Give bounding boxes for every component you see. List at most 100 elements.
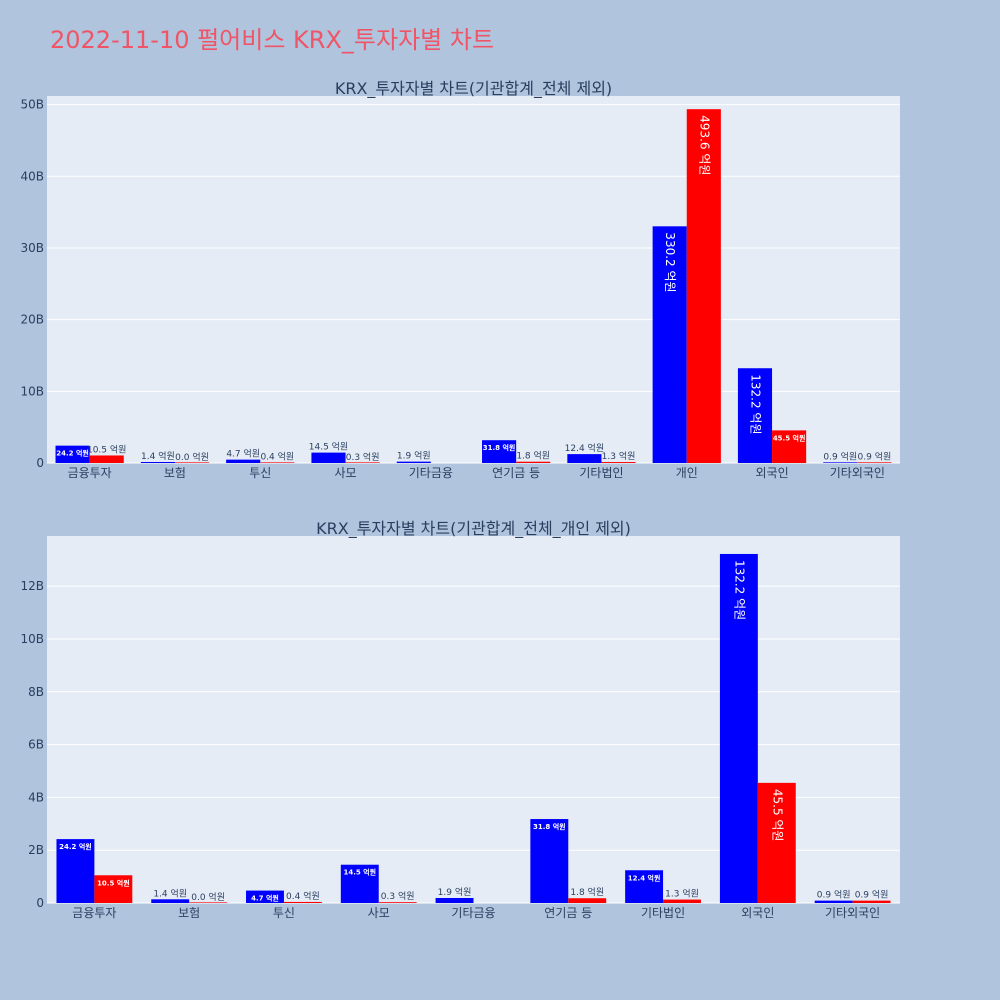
chart-bottom: 0 2B 4B 6B 8B 10B 12B KRX_투자자별 차트(기관합계_전체_개인 제외… xyxy=(20,519,900,920)
bar xyxy=(482,440,517,463)
y-tick-label: 10B xyxy=(20,384,44,398)
page-title: 2022-11-10 펄어비스 KRX_투자자별 차트 xyxy=(50,26,494,54)
bar xyxy=(663,899,701,903)
data-label: 31.8 억원 xyxy=(533,822,566,831)
x-tick-label: 사모 xyxy=(368,906,390,920)
data-label: 10.5 억원 xyxy=(87,443,126,455)
bar xyxy=(246,890,284,903)
bar xyxy=(814,900,853,903)
x-tick-label: 금융투자 xyxy=(72,906,116,920)
data-label: 132.2 억원 xyxy=(748,374,762,434)
data-label: 0.3 억원 xyxy=(381,890,415,902)
x-tick-label: 연기금 등 xyxy=(544,906,592,920)
data-label: 1.8 억원 xyxy=(516,450,550,462)
data-label: 1.4 억원 xyxy=(153,887,187,899)
x-tick-label: 사모 xyxy=(335,466,357,480)
data-label: 0.3 억원 xyxy=(346,451,380,463)
y-tick-label: 10B xyxy=(20,632,44,646)
bar xyxy=(260,462,295,463)
bar xyxy=(340,864,379,903)
y-tick-label: 40B xyxy=(20,169,44,183)
x-tick-label: 개인 xyxy=(676,466,698,480)
data-label: 1.4 억원 xyxy=(141,450,175,462)
bar xyxy=(56,839,95,903)
bar xyxy=(530,819,569,903)
data-label: 0.4 억원 xyxy=(260,451,294,463)
data-label: 1.8 억원 xyxy=(570,886,604,898)
y-tick-label: 50B xyxy=(20,98,44,112)
y-tick-label: 8B xyxy=(28,685,44,699)
bar xyxy=(568,898,607,903)
bar xyxy=(719,553,758,903)
chart-title: KRX_투자자별 차트(기관합계_전체_개인 제외) xyxy=(316,519,631,539)
data-label: 493.6 억원 xyxy=(697,115,711,175)
chart-top: 0 10B 20B 30B 40B 50B KRX_투자자별 차트(기관합계_전체 제외) 금… xyxy=(20,79,900,480)
bar xyxy=(55,445,90,463)
data-label: 0.9 억원 xyxy=(855,889,889,901)
bar xyxy=(174,462,210,463)
bar xyxy=(378,902,417,903)
y-tick-label: 20B xyxy=(20,313,44,327)
x-tick-label: 연기금 등 xyxy=(492,466,540,480)
x-tick-label: 투신 xyxy=(249,466,271,480)
bar xyxy=(625,870,664,903)
data-label: 1.3 억원 xyxy=(665,888,699,900)
data-label: 31.8 억원 xyxy=(483,443,516,452)
x-tick-label: 금융투자 xyxy=(68,466,112,480)
data-label: 12.4 억원 xyxy=(628,873,661,882)
bar xyxy=(396,461,431,463)
data-label: 0.9 억원 xyxy=(823,450,857,462)
y-tick-label: 0 xyxy=(36,896,44,910)
bar xyxy=(345,462,380,463)
x-tick-label: 기타외국인 xyxy=(830,466,885,480)
chart-title: KRX_투자자별 차트(기관합계_전체 제외) xyxy=(335,79,612,99)
x-tick-label: 보험 xyxy=(164,466,186,480)
data-label: 132.2 억원 xyxy=(732,560,746,620)
bar xyxy=(189,902,228,903)
x-tick-label: 기타법인 xyxy=(579,466,623,480)
x-tick-label: 기타외국인 xyxy=(825,906,880,920)
x-tick-label: 기타법인 xyxy=(641,906,685,920)
data-label: 4.7 억원 xyxy=(226,448,260,460)
x-tick-label: 외국인 xyxy=(755,466,788,480)
y-tick-label: 2B xyxy=(28,843,44,857)
data-label: 4.7 억원 xyxy=(251,894,279,903)
data-label: 45.5 억원 xyxy=(773,433,806,442)
bar xyxy=(435,897,474,903)
data-label: 0.9 억원 xyxy=(858,450,892,462)
data-label: 330.2 억원 xyxy=(663,232,677,292)
bar xyxy=(140,461,175,463)
data-label: 0.0 억원 xyxy=(191,891,225,903)
y-tick-label: 12B xyxy=(20,579,44,593)
bar xyxy=(151,899,190,903)
bar xyxy=(652,226,687,463)
data-label: 45.5 억원 xyxy=(770,789,784,842)
bar xyxy=(283,901,322,903)
data-label: 24.2 억원 xyxy=(56,449,89,458)
bar xyxy=(601,462,636,463)
x-tick-label: 기타금융 xyxy=(451,906,495,920)
y-tick-label: 30B xyxy=(20,241,44,255)
data-label: 12.4 억원 xyxy=(565,442,604,454)
data-label: 24.2 억원 xyxy=(59,842,92,851)
bar xyxy=(89,455,124,463)
y-tick-label: 6B xyxy=(28,738,44,752)
bar xyxy=(852,900,891,903)
bar xyxy=(823,462,858,463)
data-label: 10.5 억원 xyxy=(97,878,130,887)
x-tick-label: 보험 xyxy=(178,906,200,920)
y-tick-label: 4B xyxy=(28,790,44,804)
bar xyxy=(516,461,551,463)
x-tick-label: 기타금융 xyxy=(409,466,453,480)
data-label: 1.9 억원 xyxy=(438,886,472,898)
x-tick-label: 투신 xyxy=(273,906,295,920)
data-label: 14.5 억원 xyxy=(309,441,348,453)
data-label: 0.9 억원 xyxy=(817,889,851,901)
bar xyxy=(757,782,796,903)
data-label: 0.4 억원 xyxy=(286,890,320,902)
bar xyxy=(772,430,807,463)
y-tick-label: 0 xyxy=(36,456,44,470)
data-label: 14.5 억원 xyxy=(343,868,376,877)
bar xyxy=(737,368,773,463)
bar xyxy=(311,452,346,463)
